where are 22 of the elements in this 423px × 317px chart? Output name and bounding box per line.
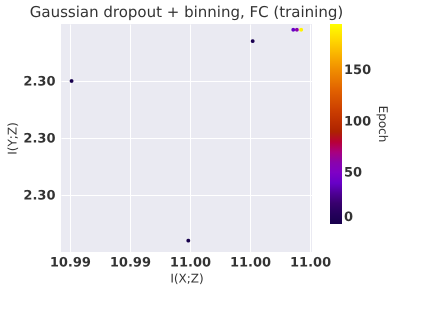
y-tick-label: 2.30 — [23, 188, 56, 204]
chart-title: Gaussian dropout + binning, FC (training) — [30, 3, 344, 21]
point — [186, 238, 190, 242]
x-tick-label: 10.99 — [110, 256, 151, 270]
color-bar-label: 100 — [344, 114, 372, 130]
color-bar-title: Epoch — [376, 106, 390, 142]
point — [250, 39, 255, 43]
color-bar-label: 150 — [344, 63, 372, 78]
y-axis-title: I(Y;Z) — [5, 122, 20, 155]
x-tick-label: 11.00 — [230, 256, 272, 270]
point — [291, 28, 296, 32]
point — [299, 28, 304, 32]
y-tick-label: 2.30 — [23, 74, 56, 90]
color-bar-label: 50 — [344, 166, 362, 181]
point — [294, 28, 299, 32]
x-tick-label: 11.00 — [170, 256, 212, 270]
x-tick-label: 11.00 — [290, 256, 332, 270]
x-axis-title: I(X;Z) — [170, 272, 204, 286]
x-tick-label: 10.99 — [50, 256, 91, 270]
point — [70, 79, 74, 83]
y-tick-label: 2.30 — [23, 132, 56, 146]
color-bar-label: 0 — [344, 210, 354, 225]
